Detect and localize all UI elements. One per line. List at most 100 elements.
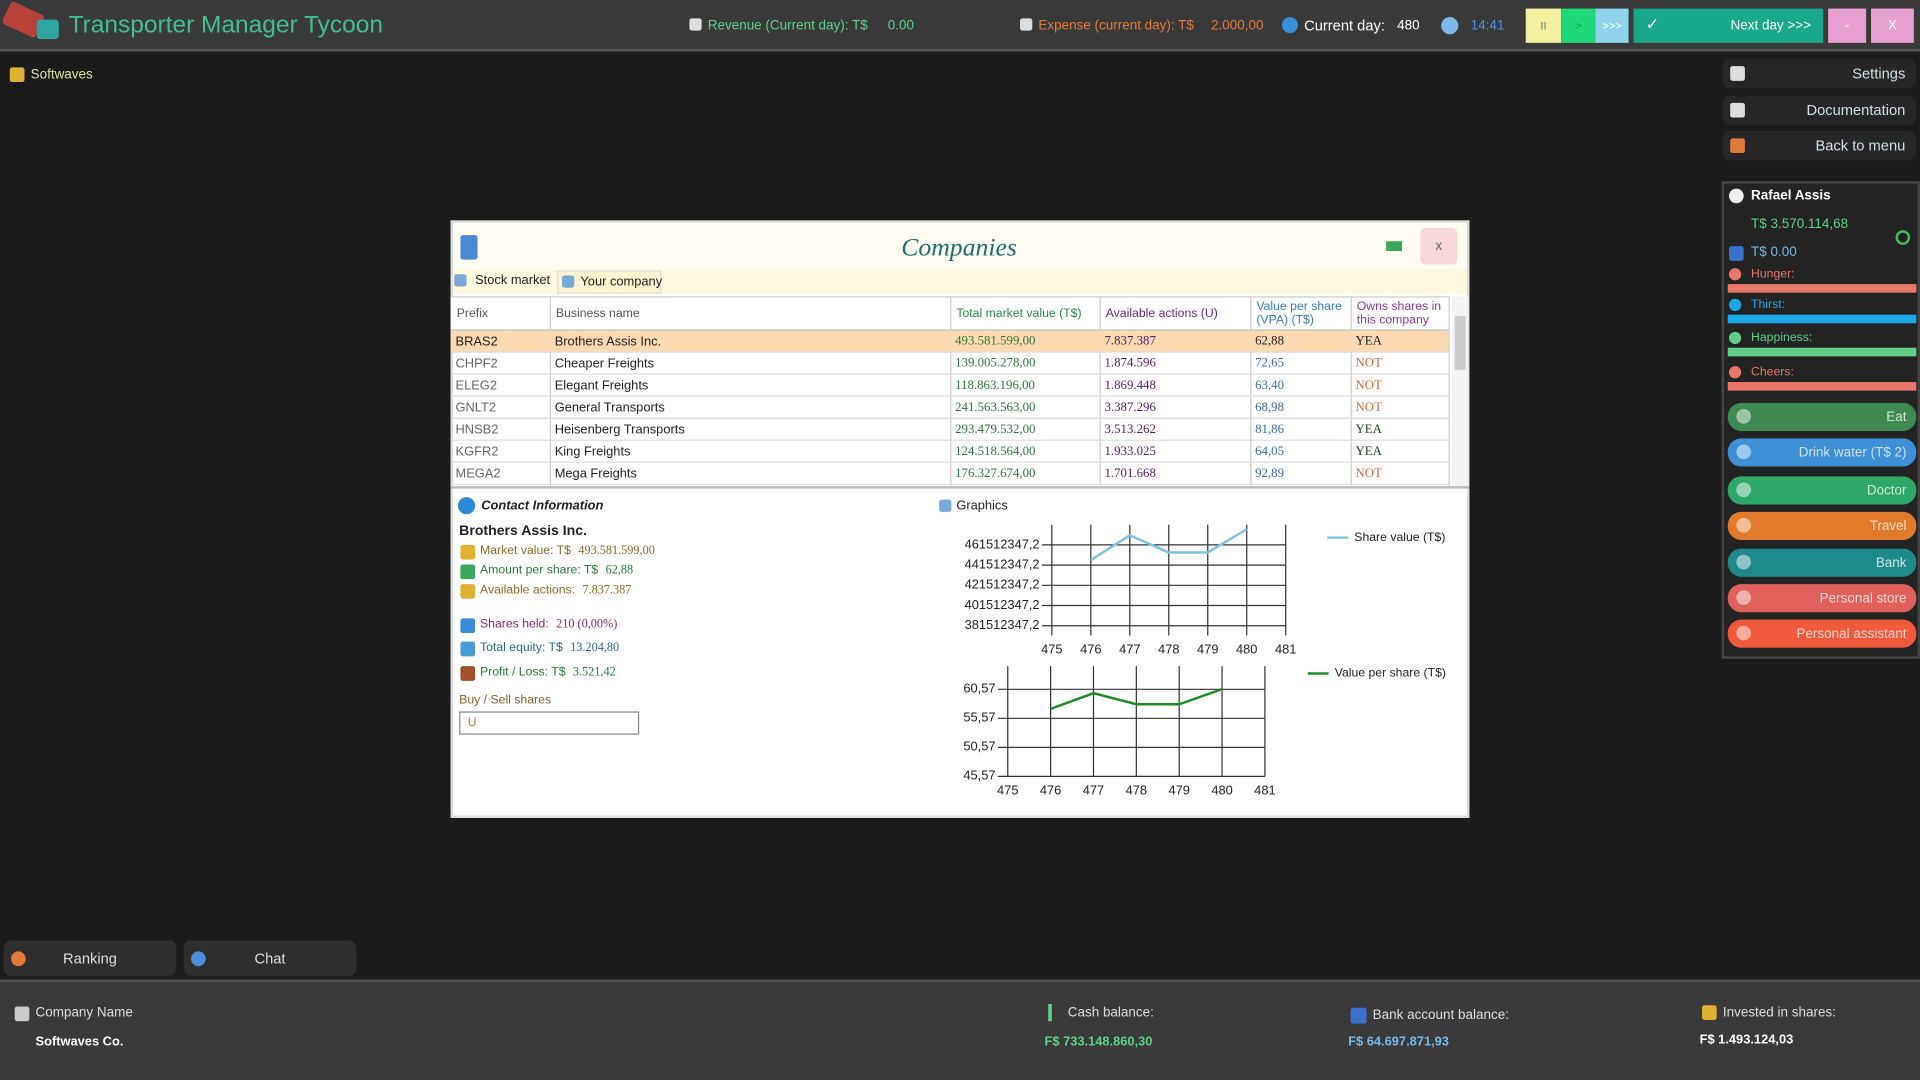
action-button[interactable]: Drink water (T$ 2) xyxy=(1727,438,1917,467)
footer xyxy=(0,979,1920,1080)
action-button[interactable]: Bank xyxy=(1727,548,1917,577)
contact-label: Total equity: T$ 13.204,80 xyxy=(480,641,619,654)
need-label: Thirst: xyxy=(1751,298,1786,312)
action-button[interactable]: Personal assistant xyxy=(1727,619,1917,648)
table-row xyxy=(450,441,1449,463)
icon xyxy=(460,666,476,681)
icon xyxy=(562,275,575,288)
refresh-icon xyxy=(1895,230,1911,245)
y-tick-label: 60,57 xyxy=(963,681,995,696)
legend-label: Share value (T$) xyxy=(1354,530,1445,544)
minimize-button[interactable]: - xyxy=(1828,8,1867,43)
column-header: Owns shares in this company xyxy=(1356,300,1442,327)
y-tick-label: 461512347,2 xyxy=(965,536,1040,551)
modal-close[interactable]: x xyxy=(1420,227,1458,265)
dollar-icon: T$ 3.570.114,68 xyxy=(1751,216,1849,232)
speed-button-label: II xyxy=(1540,19,1547,32)
table-cell: 81,86 xyxy=(1255,423,1285,437)
tab-label: Your company xyxy=(580,274,663,289)
close-button[interactable]: X xyxy=(1871,8,1914,43)
bottom-button[interactable]: Chat xyxy=(183,940,357,976)
icon xyxy=(1702,1005,1717,1020)
table-cell: 3.513.262 xyxy=(1104,423,1156,437)
action-icon xyxy=(1736,517,1752,533)
action-button[interactable]: Eat xyxy=(1727,402,1917,432)
column-divider xyxy=(549,296,552,487)
clock-time: 14:41 xyxy=(1470,18,1505,34)
tab-label: Stock market xyxy=(475,273,551,288)
speed-button[interactable]: II xyxy=(1525,8,1562,43)
y-tick-label: 421512347,2 xyxy=(965,577,1040,592)
table-cell: 63,40 xyxy=(1255,378,1285,393)
table-cell: NOT xyxy=(1355,401,1382,415)
trade-label: Buy / Sell shares xyxy=(459,693,552,708)
contact-label-text: Available actions: xyxy=(480,583,576,597)
revenue-value: 0.00 xyxy=(887,18,914,34)
y-tick-label: 45,57 xyxy=(963,768,995,783)
user-name: Softwaves xyxy=(30,67,93,83)
table-cell: 7.837.387 xyxy=(1104,334,1156,349)
column-divider xyxy=(1099,296,1101,487)
need-bar xyxy=(1727,284,1917,293)
contact-label: Amount per share: T$ 62,88 xyxy=(480,564,633,577)
contact-label-text: Total equity: T$ xyxy=(480,641,563,655)
player-bank: T$ 0.00 xyxy=(1751,244,1797,260)
table-cell: KGFR2 xyxy=(455,444,499,460)
table-row xyxy=(450,397,1449,419)
footer-bank: F$ 64.697.871,93 xyxy=(1348,1034,1449,1050)
legend-label: Value per share (T$) xyxy=(1335,666,1446,680)
action-button[interactable]: Personal store xyxy=(1727,584,1917,613)
next-day-button[interactable]: Next day >>> ✓ xyxy=(1633,8,1824,43)
icon xyxy=(454,274,467,287)
need-bar xyxy=(1727,382,1917,391)
bottom-icon xyxy=(191,951,206,967)
menu-button[interactable]: Documentation xyxy=(1722,94,1917,125)
table-cell: 139.005.278,00 xyxy=(955,356,1036,371)
menu-icon xyxy=(1730,138,1745,154)
menu-icon xyxy=(1730,66,1745,81)
x-tick-label: 481 xyxy=(1254,782,1275,797)
x-tick-label: 480 xyxy=(1236,642,1257,657)
speed-button[interactable]: >>> xyxy=(1595,8,1629,43)
need-bar xyxy=(1727,314,1917,324)
table-cell: BRAS2 xyxy=(455,334,498,349)
speed-button[interactable]: > xyxy=(1561,8,1596,43)
icon xyxy=(939,499,952,512)
icon xyxy=(689,18,702,31)
icon xyxy=(1728,188,1744,204)
contact-label: Shares held: 210 (0,00%) xyxy=(480,618,617,631)
icon xyxy=(1441,17,1459,35)
tab-inactive xyxy=(557,270,662,294)
column-header: Available actions (U) xyxy=(1105,306,1218,321)
bottom-button[interactable]: Ranking xyxy=(3,940,177,976)
icon xyxy=(1728,331,1742,345)
contact-value: 62,88 xyxy=(605,563,634,578)
icon xyxy=(1020,18,1033,31)
menu-button-label: Back to menu xyxy=(1815,137,1906,155)
icon xyxy=(1728,366,1742,379)
contact-value: 493.581.599,00 xyxy=(578,544,655,558)
contact-title: Contact Information xyxy=(481,498,604,514)
contact-label-text: Market value: T$ xyxy=(480,544,571,558)
table-cell: 64,05 xyxy=(1255,445,1285,459)
menu-button[interactable]: Back to menu xyxy=(1722,131,1917,161)
table-cell: 1.869.448 xyxy=(1104,378,1156,393)
current-day-label: Current day: xyxy=(1304,17,1385,35)
icon xyxy=(1282,17,1298,34)
tab-active xyxy=(454,269,555,294)
x-tick-label: 477 xyxy=(1119,642,1140,657)
money-icon xyxy=(1386,241,1403,252)
menu-button[interactable]: Settings xyxy=(1722,58,1917,89)
footer-bank-label: Bank account balance: xyxy=(1372,1007,1509,1023)
table-cell: CHPF2 xyxy=(455,356,498,372)
table-cell: 68,98 xyxy=(1255,401,1285,415)
action-button[interactable]: Travel xyxy=(1727,511,1917,540)
table-cell: MEGA2 xyxy=(455,466,501,482)
action-button[interactable]: Doctor xyxy=(1727,476,1917,505)
icon xyxy=(460,584,476,599)
contact-label-text: Shares held: xyxy=(480,617,549,632)
table-cell: NOT xyxy=(1355,467,1382,481)
trade-input[interactable]: U xyxy=(459,711,640,735)
y-tick-label: 441512347,2 xyxy=(965,556,1040,571)
column-header: Total market value (T$) xyxy=(956,306,1082,321)
